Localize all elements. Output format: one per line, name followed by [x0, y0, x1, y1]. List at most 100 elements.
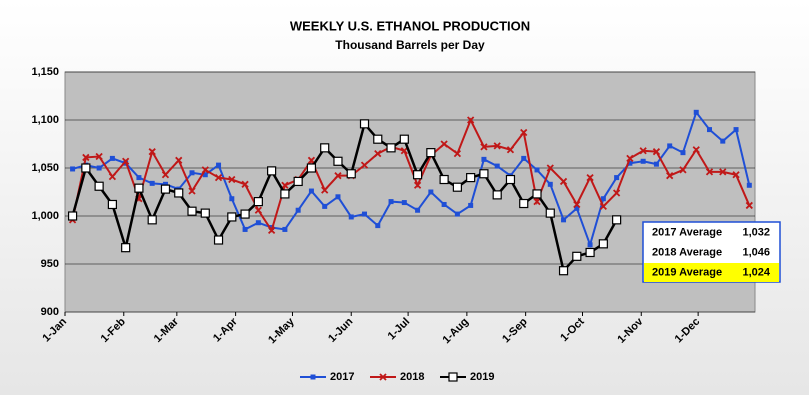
marker [667, 143, 673, 149]
marker [719, 168, 727, 176]
marker [242, 226, 248, 232]
average-row [644, 223, 779, 242]
marker [174, 188, 184, 198]
series-line [71, 117, 751, 233]
marker [202, 172, 208, 178]
marker [441, 201, 447, 207]
marker [346, 169, 356, 179]
marker [745, 201, 753, 210]
marker [134, 183, 144, 193]
marker [362, 211, 368, 217]
average-name: 2017 Average [652, 226, 722, 238]
chart-title: WEEKLY U.S. ETHANOL PRODUCTION [290, 18, 530, 33]
marker [640, 158, 646, 164]
marker [559, 177, 568, 186]
marker [282, 226, 288, 232]
marker [255, 220, 261, 226]
marker [692, 146, 700, 154]
marker [521, 155, 527, 161]
marker [680, 150, 686, 156]
marker [213, 235, 224, 245]
marker [452, 182, 462, 192]
marker [653, 161, 659, 167]
marker [399, 134, 409, 144]
marker [545, 208, 555, 218]
marker [585, 247, 595, 258]
marker [480, 143, 488, 151]
marker [189, 170, 195, 176]
average-name: 2019 Average [652, 266, 722, 278]
legend-label: 2017 [330, 371, 354, 383]
marker [81, 163, 91, 173]
marker [295, 207, 301, 213]
marker [506, 146, 515, 154]
marker [652, 148, 661, 156]
marker [228, 175, 236, 184]
marker [573, 200, 581, 209]
marker [333, 156, 343, 166]
marker [440, 140, 448, 148]
marker [136, 175, 142, 181]
marker [216, 162, 222, 168]
marker [439, 174, 449, 185]
marker [454, 211, 460, 217]
marker [229, 196, 235, 202]
y-tick-label: 900 [41, 306, 59, 318]
marker [493, 142, 501, 150]
marker [720, 138, 726, 144]
marker [707, 127, 713, 133]
marker [453, 149, 462, 158]
series-line [72, 110, 751, 249]
marker [533, 197, 541, 206]
y-tick-label: 950 [41, 258, 59, 270]
marker [400, 147, 408, 155]
marker [666, 172, 674, 180]
marker [586, 173, 594, 182]
marker [600, 196, 606, 202]
marker [746, 182, 752, 188]
marker [558, 266, 569, 276]
average-value: 1,032 [742, 226, 770, 238]
marker [492, 190, 502, 200]
marker [360, 161, 369, 169]
marker [587, 242, 593, 248]
marker [335, 194, 341, 200]
average-name: 2018 Average [652, 246, 722, 258]
legend-marker [310, 374, 316, 380]
marker [572, 251, 582, 261]
marker [519, 198, 529, 209]
marker [109, 155, 115, 161]
marker [149, 180, 155, 186]
marker [240, 209, 250, 219]
marker [612, 215, 622, 225]
marker [188, 187, 196, 195]
marker [96, 165, 102, 171]
marker [679, 166, 687, 174]
marker [388, 199, 394, 205]
marker [479, 169, 489, 179]
marker [359, 119, 370, 129]
marker [200, 208, 210, 218]
marker [147, 215, 157, 225]
marker [547, 181, 553, 187]
marker [161, 171, 170, 179]
y-tick-label: 1,000 [31, 210, 59, 222]
marker [612, 189, 621, 197]
marker [705, 168, 714, 176]
marker [253, 197, 263, 207]
marker [467, 116, 475, 124]
marker [614, 175, 620, 181]
marker [375, 223, 381, 229]
marker [148, 148, 156, 156]
legend-label: 2018 [400, 371, 424, 383]
chart-subtitle: Thousand Barrels per Day [335, 38, 485, 52]
marker [267, 166, 277, 176]
legend-marker [448, 372, 458, 382]
marker [254, 206, 262, 214]
marker [693, 109, 699, 115]
marker [201, 166, 209, 174]
average-value: 1,024 [742, 266, 770, 278]
marker [412, 170, 423, 180]
marker [348, 214, 354, 220]
marker [386, 143, 396, 153]
